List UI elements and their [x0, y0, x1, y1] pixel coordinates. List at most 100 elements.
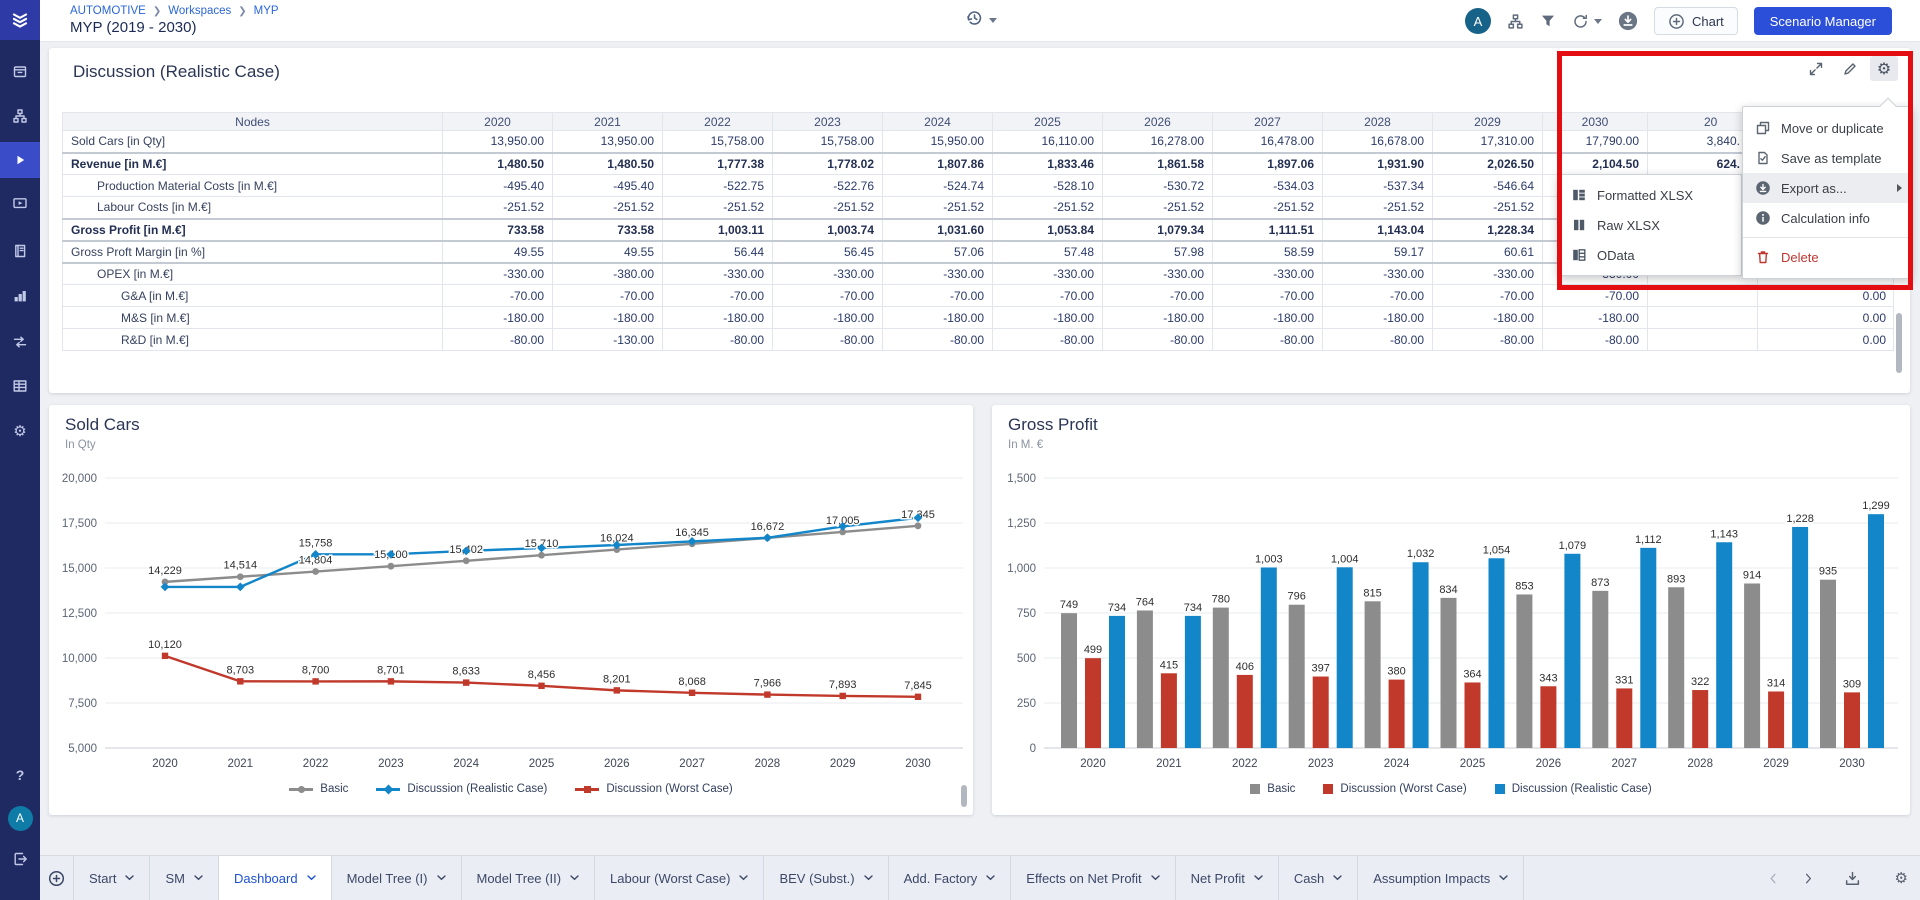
value-cell-clipped — [1647, 328, 1758, 351]
legend-item[interactable]: Discussion (Realistic Case) — [376, 783, 547, 795]
tab-bev-subst[interactable]: BEV (Subst.) — [764, 856, 889, 900]
legend-marker — [575, 784, 600, 794]
menu-item-calculation-info[interactable]: Calculation info — [1743, 203, 1911, 233]
filter-icon[interactable] — [1540, 13, 1556, 29]
edit-pencil-icon[interactable] — [1836, 56, 1864, 81]
menu-item-move-or-duplicate[interactable]: Move or duplicate — [1743, 113, 1911, 143]
svg-text:2025: 2025 — [529, 758, 555, 770]
breadcrumb-link[interactable]: MYP — [253, 5, 279, 17]
svg-text:2020: 2020 — [152, 758, 178, 770]
tabs-scroll-left-icon[interactable] — [1766, 871, 1781, 886]
column-header-year: 2023 — [772, 112, 883, 131]
menu-separator — [1743, 237, 1911, 238]
value-cell: -537.34 — [1322, 174, 1433, 197]
settings-gear-icon[interactable]: ⚙ — [13, 422, 27, 440]
tab-net-profit[interactable]: Net Profit — [1176, 856, 1279, 900]
simulation-play-icon[interactable] — [0, 142, 40, 178]
chart-title: Gross Profit — [1008, 415, 1098, 434]
menu-item-delete[interactable]: Delete — [1743, 242, 1911, 272]
chevron-down-icon — [986, 875, 995, 881]
svg-text:834: 834 — [1439, 584, 1457, 596]
legend-item[interactable]: Discussion (Worst Case) — [1323, 783, 1467, 795]
value-cell: 1,143.04 — [1322, 217, 1433, 241]
history-icon[interactable] — [965, 9, 983, 32]
chevron-down-icon — [1150, 875, 1160, 881]
svg-text:1,003: 1,003 — [1255, 553, 1283, 565]
chart-title: Sold Cars — [65, 415, 140, 434]
help-icon[interactable]: ? — [15, 767, 25, 783]
breadcrumb-link[interactable]: Workspaces — [168, 5, 232, 17]
submenu-item-raw-xlsx[interactable]: Raw XLSX — [1559, 210, 1741, 240]
tab-assumption-impacts[interactable]: Assumption Impacts — [1358, 856, 1525, 900]
chart-blocks-icon[interactable] — [0, 278, 40, 314]
value-cell: 2,026.50 — [1432, 151, 1543, 175]
tab-cash[interactable]: Cash — [1279, 856, 1359, 900]
value-cell: -251.52 — [442, 196, 553, 219]
scenario-manager-button[interactable]: Scenario Manager — [1753, 7, 1892, 35]
export-dashboard-icon[interactable] — [1844, 870, 1861, 887]
panel-scrollbar[interactable] — [961, 785, 967, 807]
expand-icon[interactable] — [1802, 56, 1830, 81]
breadcrumb-link[interactable]: AUTOMOTIVE — [70, 5, 146, 17]
history-dropdown[interactable] — [965, 9, 997, 32]
value-cell: -330.00 — [442, 261, 553, 285]
download-icon[interactable] — [1618, 11, 1638, 31]
logout-icon[interactable] — [0, 843, 40, 879]
tab-labour-worst-case[interactable]: Labour (Worst Case) — [595, 856, 765, 900]
workspace-icon[interactable] — [0, 53, 40, 89]
svg-text:1,032: 1,032 — [1407, 548, 1435, 560]
app-logo-icon[interactable] — [0, 0, 40, 40]
value-cell: -80.00 — [1212, 328, 1323, 351]
svg-text:914: 914 — [1743, 569, 1761, 581]
refresh-icon[interactable] — [1572, 13, 1602, 30]
legend-item[interactable]: Discussion (Worst Case) — [575, 783, 733, 795]
node-label: OPEX [in M.€] — [62, 261, 443, 285]
submenu-item-formatted-xlsx[interactable]: Formatted XLSX — [1559, 180, 1741, 210]
menu-item-save-as-template[interactable]: Save as template — [1743, 143, 1911, 173]
tab-effects-on-net-profit[interactable]: Effects on Net Profit — [1011, 856, 1176, 900]
value-cell: 15,950.00 — [882, 130, 993, 153]
value-cell: -180.00 — [662, 306, 773, 329]
value-cell: 1,833.46 — [992, 151, 1103, 175]
tab-model-tree-i[interactable]: Model Tree (I) — [332, 856, 462, 900]
svg-text:764: 764 — [1136, 596, 1154, 608]
notebook-icon[interactable] — [0, 233, 40, 269]
node-label: Gross Profit [in M.€] — [62, 217, 443, 241]
add-sheet-button[interactable] — [40, 856, 74, 900]
model-tree-icon[interactable] — [0, 98, 40, 134]
value-cell: 17,310.00 — [1432, 130, 1543, 153]
sidebar-avatar[interactable]: A — [0, 800, 40, 836]
value-cell-clipped: 0.00 — [1757, 328, 1894, 351]
value-cell: 1,031.60 — [882, 217, 993, 241]
tabs-scroll-right-icon[interactable] — [1801, 871, 1816, 886]
legend-item[interactable]: Basic — [1250, 783, 1295, 795]
svg-text:406: 406 — [1236, 661, 1254, 673]
tab-model-tree-ii[interactable]: Model Tree (II) — [462, 856, 596, 900]
value-cell-clipped: 624. — [1647, 151, 1758, 175]
widget-settings-gear-icon[interactable]: ⚙ — [1870, 56, 1898, 81]
flows-icon[interactable] — [0, 324, 40, 360]
data-table-icon[interactable] — [0, 368, 40, 404]
dashboard-settings-gear-icon[interactable]: ⚙ — [1894, 869, 1908, 887]
value-cell: -70.00 — [442, 284, 553, 307]
tab-dashboard[interactable]: Dashboard — [218, 856, 332, 900]
tab-add-factory[interactable]: Add. Factory — [889, 856, 1012, 900]
svg-text:7,845: 7,845 — [904, 680, 932, 692]
table-vertical-scrollbar[interactable] — [1896, 313, 1902, 373]
legend-marker — [289, 784, 314, 794]
model-hierarchy-icon[interactable] — [1507, 13, 1524, 30]
user-avatar[interactable]: A — [1464, 8, 1491, 34]
menu-item-export-as[interactable]: Export as... — [1743, 173, 1911, 203]
svg-text:16,672: 16,672 — [751, 521, 785, 533]
chevron-down-icon — [863, 875, 873, 881]
tab-sm[interactable]: SM — [150, 856, 219, 900]
submenu-item-odata[interactable]: OData — [1559, 240, 1741, 270]
value-cell-clipped — [1647, 284, 1758, 307]
value-cell: -70.00 — [992, 284, 1103, 307]
legend-item[interactable]: Basic — [289, 783, 348, 795]
tab-start[interactable]: Start — [74, 856, 151, 900]
presentation-icon[interactable] — [0, 185, 40, 221]
svg-text:1,079: 1,079 — [1559, 540, 1587, 552]
add-chart-button[interactable]: Chart — [1653, 7, 1738, 35]
legend-item[interactable]: Discussion (Realistic Case) — [1494, 783, 1652, 795]
